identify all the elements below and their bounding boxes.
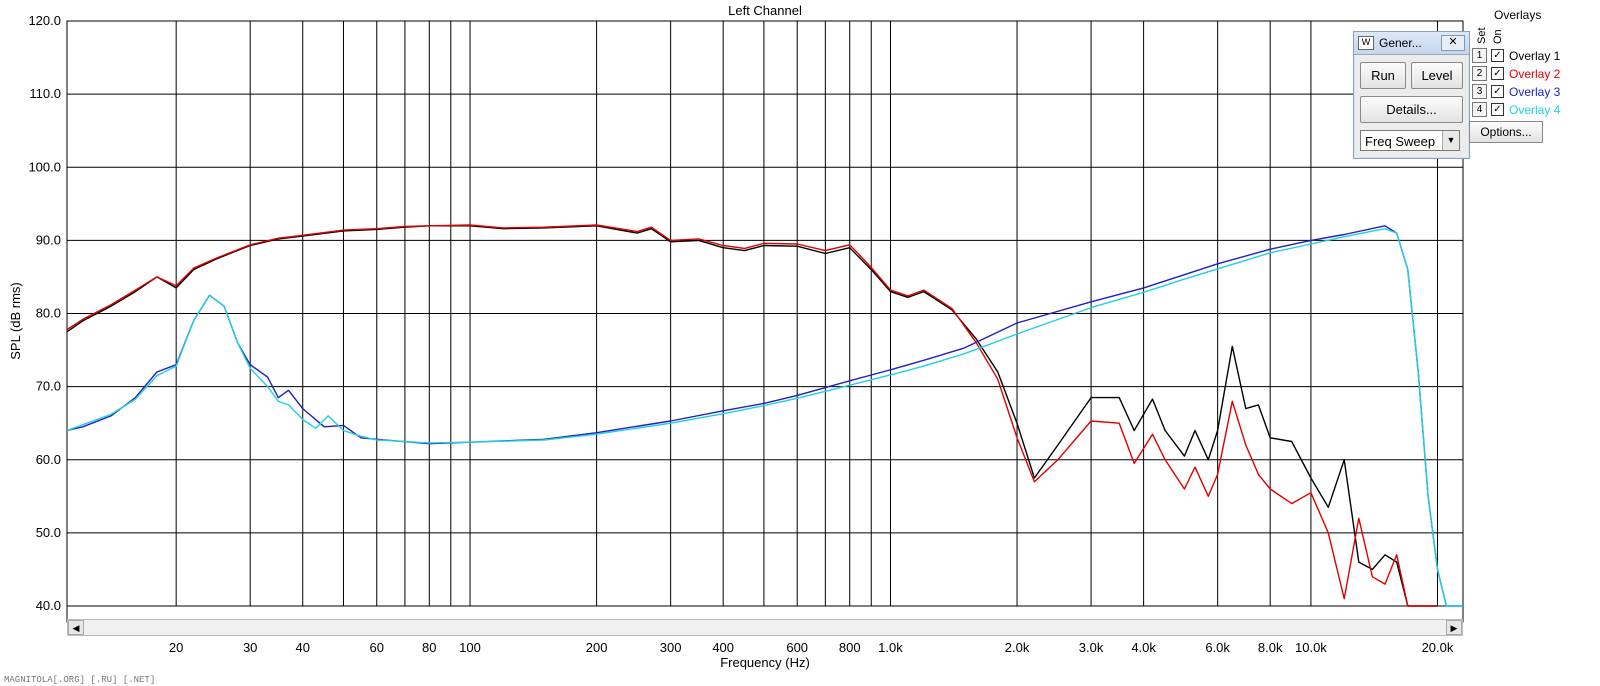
overlay-label: Overlay 3 <box>1509 84 1561 99</box>
x-tick-label: 80 <box>422 640 436 655</box>
generator-app-icon: W <box>1358 36 1374 50</box>
x-tick-label: 20 <box>169 640 183 655</box>
watermark-footer: MAGNITOLA[.ORG] [.RU] [.NET] <box>4 675 156 685</box>
overlay-row-1[interactable]: 1 ✓ Overlay 1 <box>1472 47 1560 64</box>
overlay-set-button[interactable]: 4 <box>1472 102 1487 117</box>
y-tick-label: 110.0 <box>29 86 61 101</box>
run-button[interactable]: Run <box>1360 62 1406 89</box>
x-tick-label: 200 <box>586 640 608 655</box>
overlay-checkbox[interactable]: ✓ <box>1491 85 1504 98</box>
y-tick-label: 50.0 <box>36 525 61 540</box>
y-tick-label: 40.0 <box>36 598 61 613</box>
y-tick-label: 60.0 <box>36 452 61 467</box>
x-tick-label: 20.0k <box>1422 640 1454 655</box>
y-tick-label: 100.0 <box>28 159 61 174</box>
x-tick-label: 40 <box>295 640 309 655</box>
x-axis-label: Frequency (Hz) <box>720 655 810 670</box>
overlay-row-2[interactable]: 2 ✓ Overlay 2 <box>1472 65 1560 82</box>
series-line <box>66 225 1438 607</box>
series-line <box>66 224 1438 607</box>
sweep-mode-select[interactable]: Freq Sweep ▼ <box>1360 130 1460 151</box>
generator-title: Gener... <box>1379 36 1422 50</box>
x-tick-label: 10.0k <box>1295 640 1327 655</box>
overlay-checkbox[interactable]: ✓ <box>1491 67 1504 80</box>
x-tick-label: 3.0k <box>1079 640 1104 655</box>
x-tick-label: 8.0k <box>1258 640 1283 655</box>
x-tick-label: 4.0k <box>1131 640 1156 655</box>
x-tick-label: 600 <box>786 640 808 655</box>
y-tick-label: 80.0 <box>36 306 61 321</box>
level-button[interactable]: Level <box>1411 62 1463 89</box>
overlay-label: Overlay 1 <box>1509 48 1561 63</box>
y-axis-label: SPL (dB rms) <box>8 282 23 360</box>
y-tick-label: 70.0 <box>36 379 61 394</box>
overlay-set-button[interactable]: 3 <box>1472 84 1487 99</box>
x-tick-label: 60 <box>370 640 384 655</box>
overlay-row-4[interactable]: 4 ✓ Overlay 4 <box>1472 101 1560 118</box>
generator-window: W Gener... ✕ Run Level Details... Freq S… <box>1353 31 1470 159</box>
y-tick-label: 90.0 <box>36 232 61 247</box>
chart-title: Left Channel <box>728 3 802 18</box>
scroll-left-icon[interactable]: ◀ <box>68 620 84 635</box>
overlay-label: Overlay 2 <box>1509 66 1561 81</box>
series-line <box>66 228 1463 607</box>
overlay-checkbox[interactable]: ✓ <box>1491 49 1504 62</box>
x-tick-label: 6.0k <box>1205 640 1230 655</box>
overlay-set-button[interactable]: 2 <box>1472 66 1487 81</box>
overlay-row-3[interactable]: 3 ✓ Overlay 3 <box>1472 83 1560 100</box>
details-button[interactable]: Details... <box>1360 96 1463 123</box>
generator-titlebar[interactable]: W Gener... ✕ <box>1354 32 1469 55</box>
scroll-right-icon[interactable]: ▶ <box>1446 620 1462 635</box>
close-icon[interactable]: ✕ <box>1441 35 1465 51</box>
overlay-set-button[interactable]: 1 <box>1472 48 1487 63</box>
x-tick-label: 30 <box>243 640 257 655</box>
chevron-down-icon[interactable]: ▼ <box>1442 131 1459 150</box>
on-column-label: On <box>1492 29 1504 44</box>
x-tick-label: 800 <box>839 640 861 655</box>
overlay-checkbox[interactable]: ✓ <box>1491 103 1504 116</box>
y-tick-label: 120.0 <box>28 13 61 28</box>
x-tick-label: 1.0k <box>878 640 903 655</box>
x-tick-label: 300 <box>660 640 682 655</box>
overlays-heading: Overlays <box>1494 8 1542 22</box>
set-column-label: Set <box>1476 27 1488 44</box>
x-tick-label: 2.0k <box>1005 640 1030 655</box>
overlay-label: Overlay 4 <box>1509 102 1561 117</box>
x-tick-label: 100 <box>459 640 481 655</box>
x-tick-label: 400 <box>712 640 734 655</box>
horizontal-scrollbar[interactable]: ◀ ▶ <box>67 619 1463 636</box>
sweep-mode-value: Freq Sweep <box>1365 134 1436 149</box>
options-button[interactable]: Options... <box>1469 121 1543 143</box>
